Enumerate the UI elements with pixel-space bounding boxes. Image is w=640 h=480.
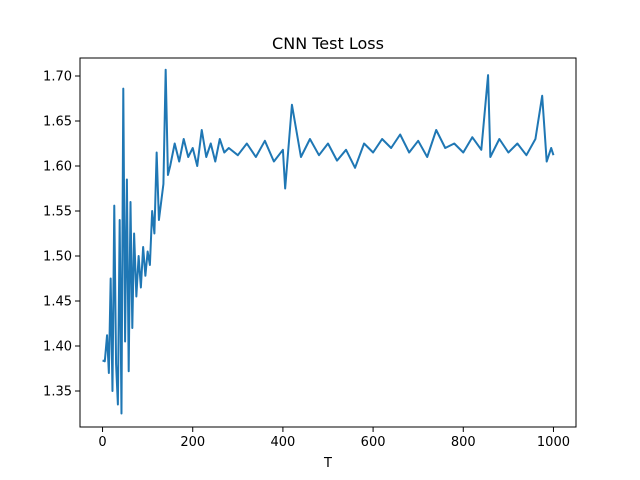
x-tick-label: 400 xyxy=(270,435,295,450)
x-tick-label: 600 xyxy=(361,435,386,450)
x-tick-label: 0 xyxy=(98,435,106,450)
y-axis: 1.35 1.40 1.45 1.50 1.55 1.60 1.65 1.70 xyxy=(43,70,80,400)
y-tick-label: 1.55 xyxy=(43,205,72,220)
plot-frame xyxy=(79,57,577,428)
chart-title: CNN Test Loss xyxy=(272,34,384,53)
y-tick-label: 1.35 xyxy=(43,385,72,400)
y-tick-label: 1.40 xyxy=(43,340,72,355)
plot-area xyxy=(102,68,555,415)
y-tick-label: 1.45 xyxy=(43,295,72,310)
y-tick-label: 1.60 xyxy=(43,160,72,175)
x-axis: 0 200 400 600 800 1000 xyxy=(98,427,570,450)
x-tick-label: 200 xyxy=(180,435,205,450)
y-tick-label: 1.65 xyxy=(43,115,72,130)
loss-series-line xyxy=(102,68,555,415)
x-tick-label: 1000 xyxy=(537,435,570,450)
y-tick-label: 1.70 xyxy=(43,70,72,85)
y-tick-label: 1.50 xyxy=(43,250,72,265)
x-tick-label: 800 xyxy=(451,435,476,450)
x-axis-label: T xyxy=(323,456,332,471)
